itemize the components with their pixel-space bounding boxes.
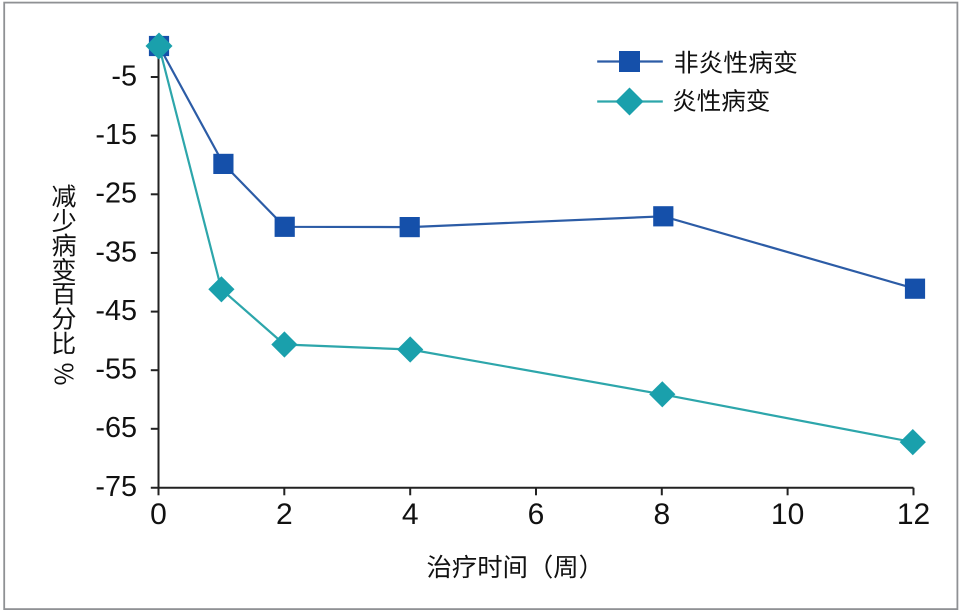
svg-text:-35: -35 bbox=[95, 236, 137, 268]
svg-text:-55: -55 bbox=[95, 354, 137, 386]
svg-text:12: 12 bbox=[897, 498, 930, 531]
svg-text:2: 2 bbox=[276, 498, 293, 531]
svg-text:-5: -5 bbox=[111, 60, 137, 92]
svg-text:0: 0 bbox=[150, 498, 167, 531]
svg-text:4: 4 bbox=[402, 498, 419, 531]
svg-text:-15: -15 bbox=[95, 119, 137, 151]
svg-text:8: 8 bbox=[653, 498, 670, 531]
svg-text:-75: -75 bbox=[95, 471, 137, 503]
svg-text:-45: -45 bbox=[95, 295, 137, 327]
svg-text:10: 10 bbox=[771, 498, 804, 531]
svg-text:6: 6 bbox=[528, 498, 545, 531]
svg-text:-65: -65 bbox=[95, 412, 137, 444]
svg-text:-25: -25 bbox=[95, 178, 137, 210]
